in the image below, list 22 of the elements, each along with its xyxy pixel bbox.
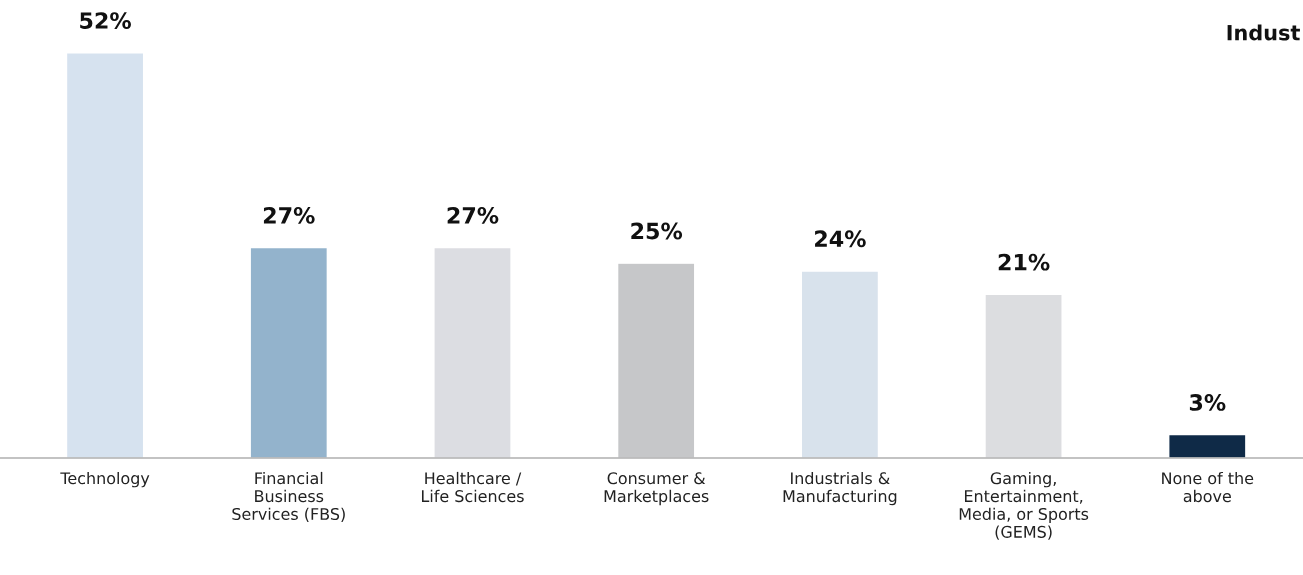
chart-title: Indust (1227, 24, 1300, 41)
data-label: 27% (263, 206, 315, 224)
data-label: 21% (998, 253, 1050, 271)
data-label: 52% (80, 12, 131, 29)
bar (1168, 433, 1247, 458)
bar (249, 246, 329, 458)
bar (616, 262, 696, 458)
data-label: 3% (1189, 394, 1226, 411)
x-tick-label: Gaming, Entertainment, Media, or Sports (GEMS) (959, 471, 1089, 540)
x-tick-label: Technology (60, 471, 150, 488)
data-label: 25% (631, 222, 683, 240)
bar (984, 293, 1063, 458)
data-label: 24% (815, 230, 866, 248)
x-tick-label: Consumer & Marketplaces (604, 472, 709, 506)
x-tick-label: Healthcare / Life Sciences (422, 471, 524, 503)
bar (800, 270, 880, 458)
x-tick-label: Industrials & Manufacturing (783, 471, 897, 506)
x-tick-label: None of the above (1162, 471, 1254, 503)
bar (65, 51, 145, 458)
bar (433, 246, 512, 458)
x-tick-label: Financial Business Services (FBS) (232, 471, 345, 522)
data-label: 27% (447, 206, 499, 224)
